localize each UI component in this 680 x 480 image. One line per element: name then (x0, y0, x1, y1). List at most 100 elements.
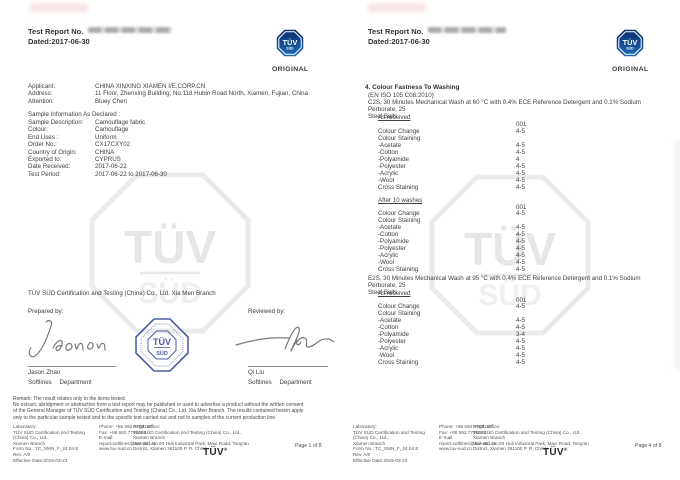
footer-line: Xiamen Branch (13, 440, 46, 446)
result-row: -Polyester 4-5 (378, 163, 525, 171)
info-row: Address: 11 Floor, Zhenxing Building, No.… (28, 90, 309, 98)
report-date: Dated:2017-06-30 (368, 36, 430, 46)
footer-line: E-mail: (99, 435, 114, 441)
footer-line: District, Xiamen 361100 P. R. China (133, 446, 208, 452)
footer-line: Phone: +86 592 7708168 (99, 424, 152, 429)
footer-line: (China) Co., Ltd., (353, 435, 389, 441)
tuv-sud-logo: TÜV SÜD (276, 29, 304, 57)
footer-contact: Phone: +86 592 7708168 Fax: +86 592 77962… (439, 424, 497, 452)
result-row: -Acetate 4-5 (378, 142, 525, 150)
footer-line: Effective Date:2015-03-23 (13, 457, 68, 463)
redacted-report-number (428, 27, 507, 33)
sample-info-heading: Sample Information As Declared : (28, 111, 121, 118)
reviewed-by-label: Reviewed by: (248, 308, 286, 315)
scan-shadow (673, 140, 680, 370)
footer-line: Laboratory: (13, 424, 37, 429)
result-row: -Polyamide 3-4 (378, 331, 525, 339)
remark-line: Remark: The result relates only to the i… (13, 396, 127, 402)
result-row: -Cotton 4-5 (378, 149, 525, 157)
original-label: ORIGINAL (272, 66, 309, 73)
footer-line: TÜV SÜD Certification and Testing (13, 429, 85, 435)
specimen-column-header: 001 (516, 203, 527, 211)
description-line: C2S, 30 Minutes Mechanical Wash at 60 °C… (368, 99, 641, 114)
page-number: Page 4 of 8 (635, 443, 662, 449)
svg-text:TÜV: TÜV (153, 337, 171, 347)
footer-line: www.tuv-sud.cn (439, 446, 472, 452)
test-standard: (EN ISO 105 C08:2010) (368, 91, 434, 99)
info-row: Exported to: CYPRUS (28, 155, 121, 163)
footer-line: Rev. A/0 (13, 451, 31, 457)
remark-block: Remark: The result relates only to the i… (13, 396, 335, 421)
tuv-wordmark: TÜV® (203, 447, 228, 458)
svg-text:TÜV: TÜV (124, 221, 216, 273)
result-row: Cross Staining 4-5 (378, 265, 525, 273)
signature-line (28, 366, 116, 367)
footer-line: Xiamen Branch (133, 435, 166, 441)
report-no-label: Test Report No. (28, 27, 84, 36)
footer-line: report.softlines@tuv-sud.cn (99, 440, 157, 446)
info-row: Attention: Bluey Chen (28, 97, 127, 105)
info-row: Colour: Camouflage (28, 126, 129, 134)
specimen-column-header: 001 (516, 296, 527, 304)
info-row: Test Period: 2017-06-22 to 2017-06-30 (28, 170, 167, 178)
preparer-signature (28, 320, 106, 358)
svg-text:SÜD: SÜD (138, 277, 201, 310)
svg-text:TÜV: TÜV (623, 38, 638, 47)
remark-line: No extract, abridgment or abstraction fr… (13, 402, 304, 409)
svg-text:SÜD: SÜD (626, 47, 634, 51)
footer-line: www.tuv-sud.cn (99, 446, 132, 452)
reviewer-name: Qi Liu (248, 369, 265, 376)
footer-line: Xiamen Branch (353, 440, 386, 446)
description-line: Steel Balls (368, 113, 398, 121)
e2s-description: E2S, 30 Minutes Mechanical Wash at 95 °C… (368, 275, 668, 297)
redacted-report-number (88, 27, 173, 33)
result-row: Colour Change 4-5 (378, 128, 525, 135)
prepared-by-label: Prepared by: (28, 308, 64, 315)
result-row: Colour Change 4-5 (378, 303, 525, 310)
svg-text:TÜV: TÜV (283, 38, 298, 47)
info-row: Order No.: CX17CXY02 (28, 141, 131, 149)
scan-artifact (368, 3, 426, 12)
result-row: -Wool 4-5 (378, 177, 525, 185)
sample-info-block: Sample Description: Camouflage fabric Colo… (28, 119, 167, 178)
footer-line: Unit 401 No.93 Huli Industrial Park, Max… (473, 440, 589, 446)
result-row: Colour Staining (378, 135, 421, 143)
footer-line: TÜV SÜD Certification and Testing (China… (473, 429, 582, 435)
applicant-block: Applicant: CHINA XINXING XIAMEN I/E.CORP.… (28, 83, 308, 105)
info-row: Country of Origin: CHINA (28, 148, 115, 156)
footer-line: Regd. Office: (133, 424, 161, 429)
report-page-4: TÜV SÜD Test Report No. Dated:2017-06-30… (340, 0, 680, 480)
scan-artifact (30, 3, 88, 12)
footer-line: Rev. A/0 (353, 451, 371, 457)
result-row: -Polyester 4-5 (378, 244, 525, 252)
page-number: Page 1 of 8 (295, 443, 322, 449)
tuv-sud-watermark: TÜV SÜD (429, 174, 591, 336)
original-label: ORIGINAL (612, 66, 649, 73)
condition-heading-after-10-washes: After 10 washes (378, 196, 423, 204)
signature-line (248, 366, 328, 367)
results-table: Colour Change 4-5 Colour Staining -Acetate 4… (378, 128, 525, 191)
result-row: -Wool 4-5 (378, 258, 525, 266)
info-row: Sample Description: Camouflage fabric (28, 119, 146, 126)
result-row: Cross Staining 4-5 (378, 359, 525, 367)
footer-line: Form No.: TC_XMN_F_24.04 E (353, 446, 419, 452)
info-row: Date Received: 2017-06-22 (28, 163, 127, 171)
issuing-company-line: TÜV SÜD Certification and Testing (China… (28, 290, 216, 297)
c2s-description: C2S, 30 Minutes Mechanical Wash at 60 °C… (368, 99, 668, 121)
results-table: Colour Change 4-5 Colour Staining -Acetate 4… (378, 303, 525, 366)
preparer-department: Softlines Department (28, 378, 92, 386)
footer-regd-office: Regd. Office: TÜV SÜD Certification and T… (133, 424, 293, 452)
company-stamp: TÜV SÜD (135, 318, 189, 372)
info-row: Applicant: CHINA XINXING XIAMEN I/E.CORP.… (28, 83, 206, 90)
result-row: -Polyester 4-5 (378, 338, 525, 346)
svg-text:SÜD: SÜD (156, 350, 168, 357)
description-line: Steel Balls (368, 288, 398, 296)
result-row: -Acetate 4-5 (378, 317, 525, 325)
remark-line: only to the particular sample tested and… (13, 414, 277, 421)
reviewer-signature (235, 326, 335, 352)
specimen-column-header: 001 (516, 121, 527, 128)
footer-line: Unit 401 No.93 Huli Industrial Park, Max… (133, 440, 249, 446)
footer-line: report.softlines@tuv-sud.cn (439, 440, 497, 446)
footer-line: District, Xiamen 361100 P. R. China (473, 446, 548, 452)
